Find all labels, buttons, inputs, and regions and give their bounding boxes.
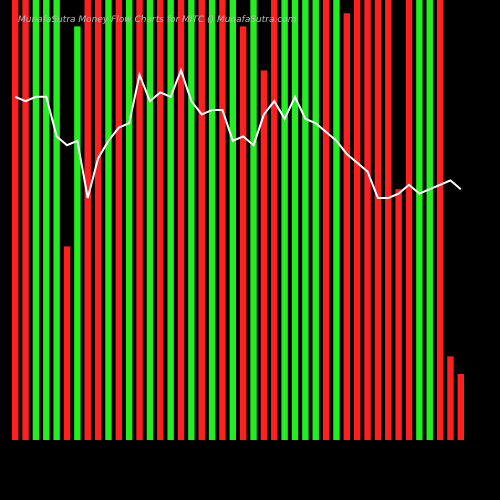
bar	[115, 0, 123, 440]
bar	[457, 374, 465, 440]
bar	[426, 0, 433, 440]
bar	[208, 0, 216, 440]
bar	[74, 26, 81, 441]
bar	[447, 356, 454, 440]
bar	[364, 0, 371, 440]
bar	[53, 0, 60, 440]
bar	[405, 0, 413, 440]
bar	[239, 26, 247, 441]
bar	[94, 0, 102, 440]
bar	[146, 0, 154, 440]
bar	[250, 0, 257, 440]
bar	[188, 0, 195, 440]
bar	[22, 0, 29, 440]
bar	[416, 0, 423, 440]
bar	[63, 246, 71, 440]
bar	[302, 0, 309, 440]
bar	[125, 0, 133, 440]
bar	[136, 0, 143, 440]
bar	[157, 0, 164, 440]
bar	[291, 0, 299, 440]
bar	[385, 0, 392, 440]
bar	[177, 0, 185, 440]
bar	[333, 0, 340, 440]
bar	[374, 0, 382, 440]
bar	[343, 13, 351, 440]
chart-title: MunafaSutra Money Flow Charts for MITC (…	[18, 15, 297, 25]
bar	[436, 0, 444, 440]
bar	[281, 0, 288, 440]
bar	[322, 0, 330, 440]
bar	[167, 0, 174, 440]
bar	[43, 0, 50, 440]
bar	[219, 0, 226, 440]
bar	[105, 0, 112, 440]
bar	[32, 0, 40, 440]
bar	[353, 0, 361, 440]
bar	[11, 0, 19, 440]
bar	[271, 0, 278, 440]
bar	[84, 0, 91, 440]
bar	[260, 70, 268, 441]
bar	[198, 0, 205, 440]
money-flow-line	[14, 67, 462, 199]
bar	[395, 189, 402, 440]
bar	[312, 0, 319, 440]
bar	[229, 0, 237, 440]
